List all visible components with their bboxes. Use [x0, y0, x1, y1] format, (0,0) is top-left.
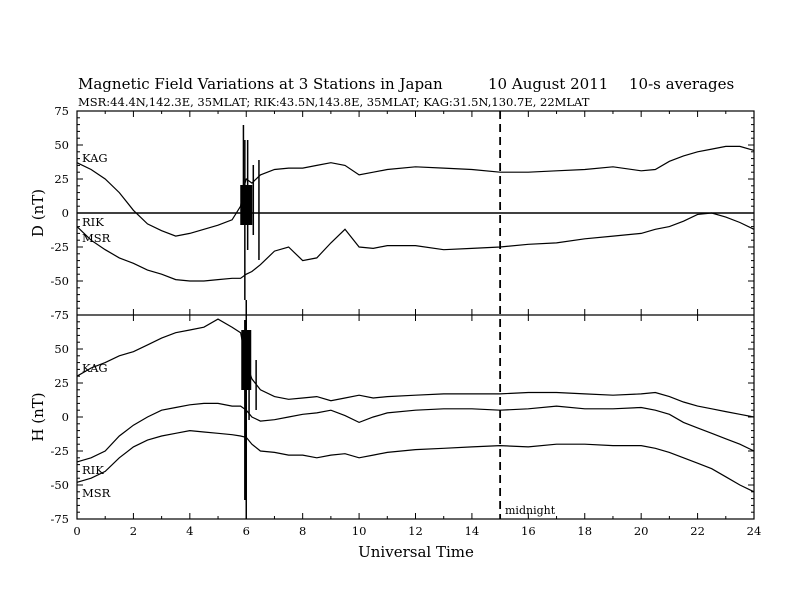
- y-tick-label: -25: [50, 444, 69, 458]
- x-tick-label: 4: [186, 524, 193, 538]
- x-tick-label: 22: [690, 524, 705, 538]
- x-tick-label: 24: [747, 524, 762, 538]
- x-tick-label: 2: [130, 524, 137, 538]
- series-label-rik: RIK: [82, 463, 104, 477]
- x-tick-label: 20: [634, 524, 649, 538]
- h-axis-label: H (nT): [29, 392, 47, 441]
- series-label-kag: KAG: [82, 151, 108, 165]
- x-axis-label: Universal Time: [358, 543, 474, 561]
- midnight-label: midnight: [505, 504, 556, 517]
- series-label-kag: KAG: [82, 361, 108, 375]
- y-tick-label: 0: [62, 410, 69, 424]
- y-tick-label: 25: [54, 172, 69, 186]
- y-tick-label: 75: [54, 104, 69, 118]
- y-tick-label: 25: [54, 376, 69, 390]
- y-tick-label: -25: [50, 240, 69, 254]
- y-tick-label: 50: [54, 138, 69, 152]
- x-tick-label: 12: [408, 524, 423, 538]
- chart-date: 10 August 2011: [488, 75, 608, 93]
- storm-burst: [240, 185, 253, 225]
- x-tick-label: 18: [577, 524, 592, 538]
- d-axis-label: D (nT): [29, 189, 47, 237]
- series-line-rik: [76, 402, 755, 463]
- chart-title: Magnetic Field Variations at 3 Stations …: [78, 75, 443, 93]
- series-label-msr: MSR: [82, 231, 111, 245]
- series-line-msr: [76, 212, 755, 282]
- y-tick-label: 50: [54, 342, 69, 356]
- y-tick-label: -50: [50, 478, 69, 492]
- y-tick-label: -75: [50, 308, 69, 322]
- stations-info: MSR:44.4N,142.3E, 35MLAT; RIK:43.5N,143.…: [78, 95, 590, 109]
- series-line-msr: [76, 429, 755, 493]
- x-tick-label: 0: [73, 524, 80, 538]
- series-line-kag: [76, 318, 755, 418]
- x-tick-label: 16: [521, 524, 536, 538]
- x-tick-label: 14: [465, 524, 480, 538]
- chart-averaging: 10-s averages: [629, 75, 734, 93]
- y-tick-label: -75: [50, 512, 69, 526]
- series-label-rik: RIK: [82, 215, 104, 229]
- series-label-msr: MSR: [82, 486, 111, 500]
- y-tick-label: 0: [62, 206, 69, 220]
- series-line-kag: [76, 145, 755, 237]
- x-tick-label: 10: [352, 524, 367, 538]
- x-tick-label: 6: [243, 524, 250, 538]
- x-tick-label: 8: [299, 524, 306, 538]
- storm-burst: [241, 330, 252, 390]
- plot-area: 75 50 25 0 -25 -50 -75 KAG RIK MSR 50 25 0 -25 -50 -75 K…: [50, 104, 761, 538]
- y-tick-label: -50: [50, 274, 69, 288]
